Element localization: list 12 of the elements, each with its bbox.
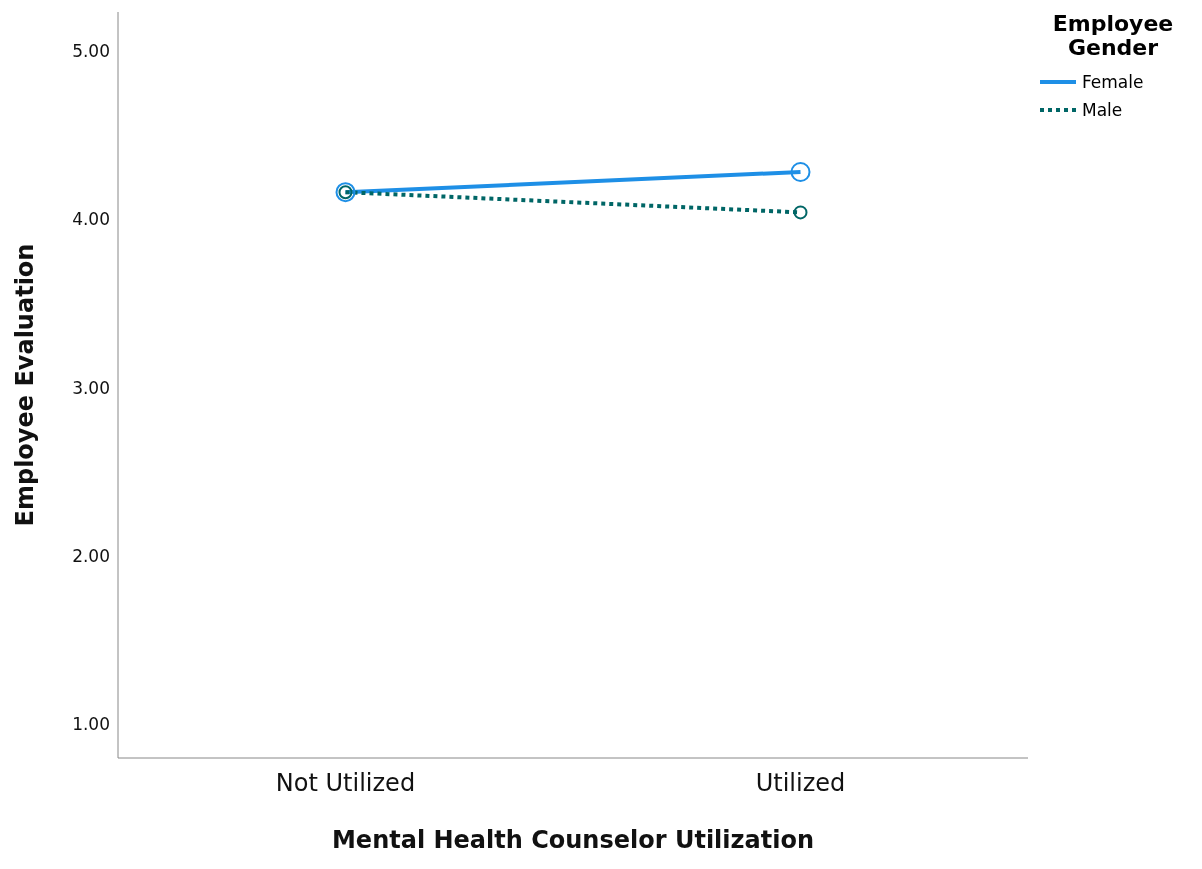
y-tick-label: 2.00 [72,545,110,566]
x-tick-label: Utilized [755,769,846,798]
legend-title: Employee Gender [1051,11,1175,60]
y-tick-label: 5.00 [72,40,110,61]
y-axis-title: Employee Evaluation [10,243,39,527]
x-axis-title: Mental Health Counselor Utilization [331,826,815,854]
y-tick-label: 4.00 [72,209,110,230]
x-tick-label: Not Utilized [275,769,416,798]
y-tick-label: 3.00 [72,377,110,398]
legend-label: Female [1082,71,1144,94]
y-tick-label: 1.00 [72,714,110,735]
legend-label: Male [1082,99,1123,122]
